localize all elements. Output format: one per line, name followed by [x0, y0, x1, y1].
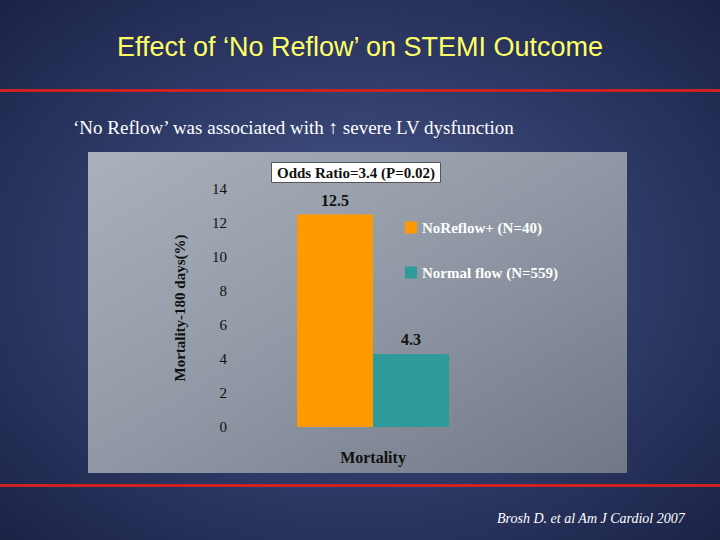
svg-text:14: 14	[212, 181, 228, 197]
svg-text:Mortality: Mortality	[340, 449, 406, 467]
svg-text:Effect of ‘No Reflow’ on STEMI: Effect of ‘No Reflow’ on STEMI Outcome	[117, 32, 603, 62]
svg-text:0: 0	[220, 419, 228, 435]
svg-text:Brosh D. et al Am J Cardiol 20: Brosh D. et al Am J Cardiol 2007	[497, 511, 686, 526]
svg-text:4.3: 4.3	[401, 331, 421, 348]
svg-text:12: 12	[212, 215, 227, 231]
svg-text:‘No Reflow’ was associated wit: ‘No Reflow’ was associated with ↑ severe…	[73, 117, 514, 138]
svg-text:4: 4	[220, 351, 228, 367]
svg-text:8: 8	[220, 283, 228, 299]
svg-text:NoReflow+ (N=40): NoReflow+ (N=40)	[422, 220, 542, 237]
svg-text:12.5: 12.5	[321, 192, 349, 209]
svg-text:Mortality-180 days(%): Mortality-180 days(%)	[172, 234, 189, 381]
svg-text:Odds Ratio=3.4 (P=0.02): Odds Ratio=3.4 (P=0.02)	[277, 165, 435, 182]
svg-text:2: 2	[220, 385, 228, 401]
svg-text:6: 6	[220, 317, 228, 333]
svg-text:Normal flow (N=559): Normal flow (N=559)	[422, 265, 558, 282]
svg-text:10: 10	[212, 249, 227, 265]
